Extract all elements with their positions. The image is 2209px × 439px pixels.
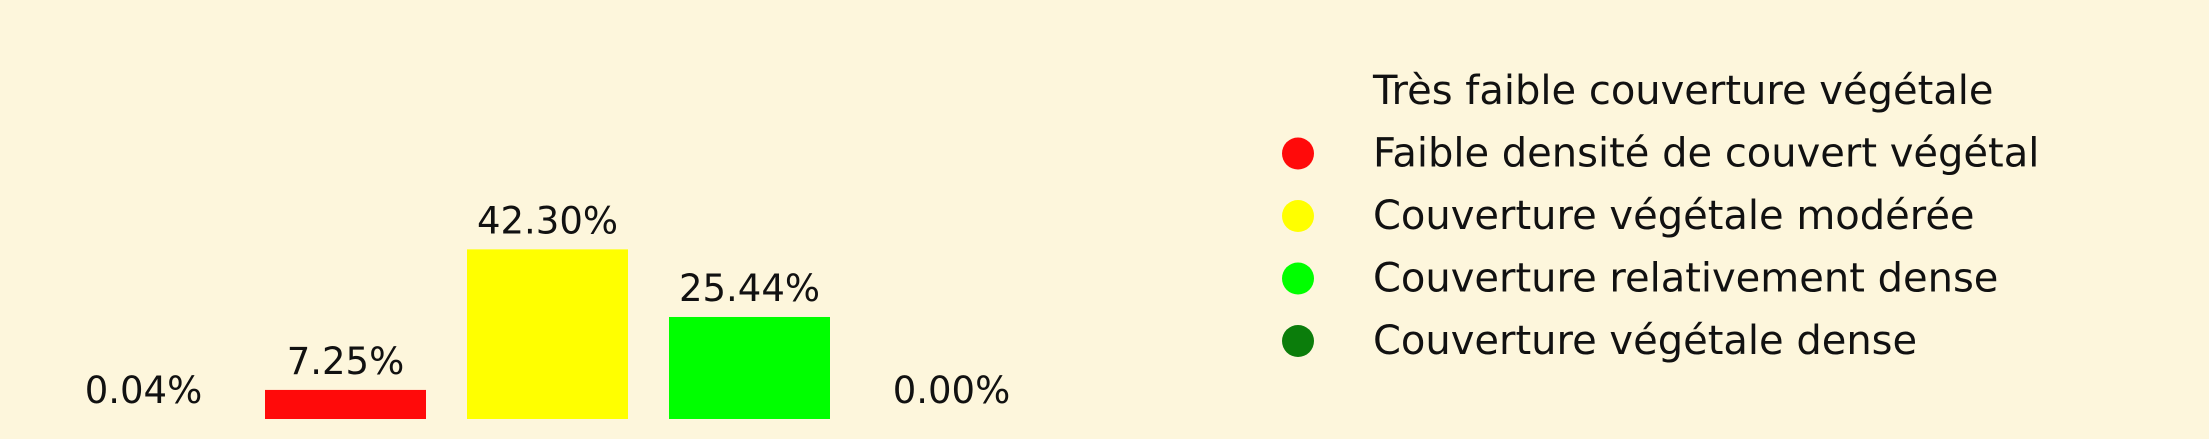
legend-label-2: Faible densité de couvert végétal bbox=[1373, 131, 2039, 177]
legend-label-5: Couverture végétale dense bbox=[1373, 318, 1917, 364]
legend-label-1: Très faible couverture végétale bbox=[1372, 68, 1994, 114]
value-label-5: 0.00% bbox=[893, 369, 1011, 412]
value-label-4: 25.44% bbox=[679, 267, 820, 310]
value-label-3: 42.30% bbox=[477, 199, 618, 242]
legend: Très faible couverture végétale Faible de… bbox=[1282, 68, 2039, 364]
bar-3 bbox=[467, 249, 628, 419]
value-label-1: 0.04% bbox=[85, 369, 203, 412]
legend-marker-3 bbox=[1282, 200, 1314, 232]
bar-4 bbox=[669, 317, 830, 419]
value-label-2: 7.25% bbox=[287, 340, 405, 383]
legend-marker-1 bbox=[1282, 75, 1314, 107]
legend-label-3: Couverture végétale modérée bbox=[1373, 193, 1975, 239]
legend-marker-2 bbox=[1282, 138, 1314, 170]
legend-marker-4 bbox=[1282, 263, 1314, 295]
legend-marker-5 bbox=[1282, 325, 1314, 357]
legend-label-4: Couverture relativement dense bbox=[1373, 256, 1998, 302]
bar-2 bbox=[265, 390, 426, 419]
